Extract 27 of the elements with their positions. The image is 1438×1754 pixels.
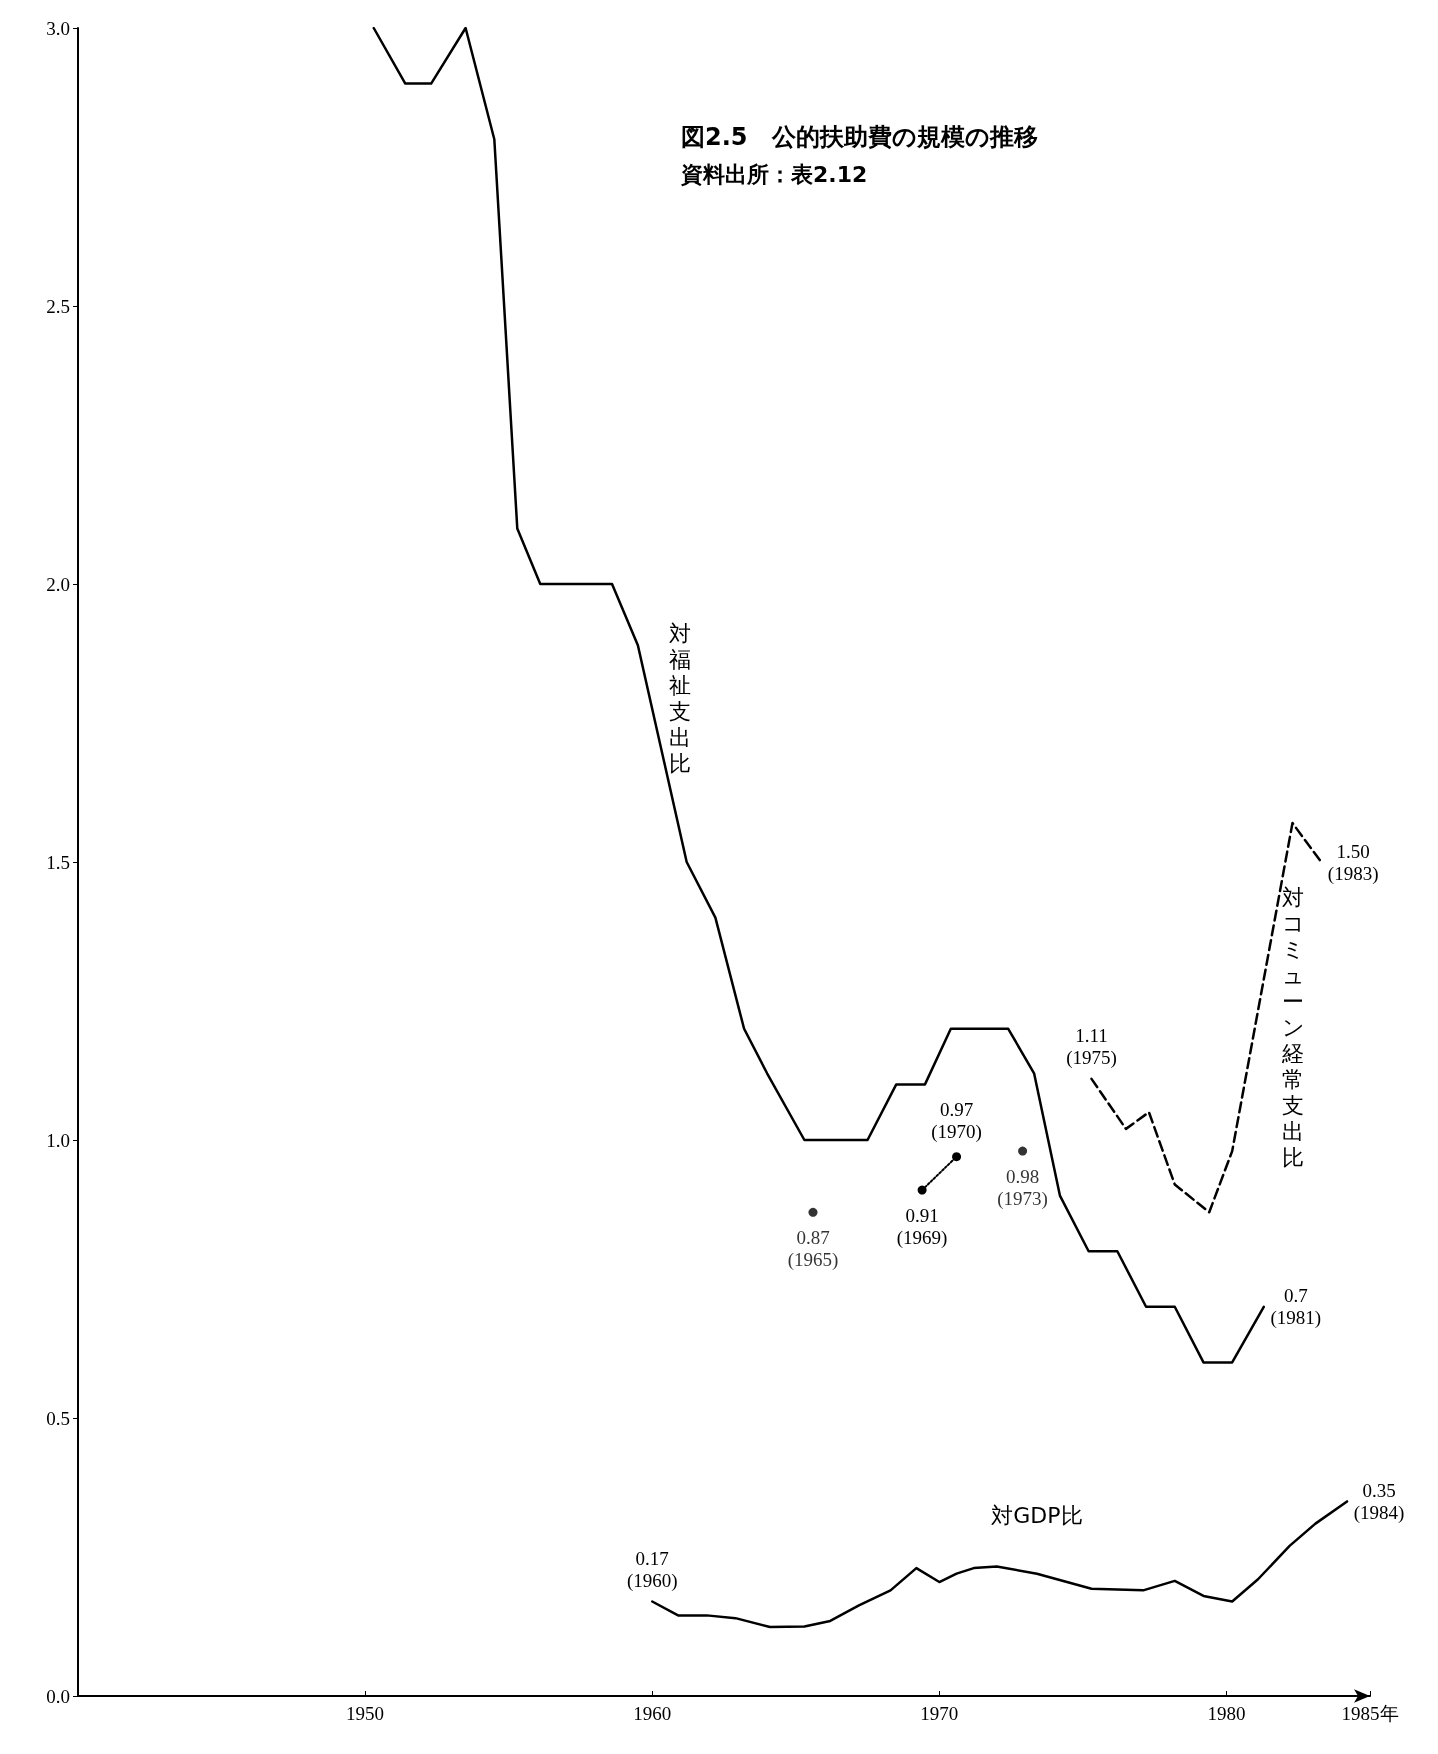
series-label: 対GDP比 xyxy=(991,1503,1083,1529)
y-tick-label: 0.5 xyxy=(46,1407,70,1429)
data-label: 0.98 (1973) xyxy=(997,1166,1048,1211)
y-tick-label: 3.0 xyxy=(46,17,70,39)
data-label: 0.35 (1984) xyxy=(1353,1479,1405,1524)
x-tick-label: 1980 xyxy=(1207,1703,1246,1724)
text: 資料出所：表2.12 xyxy=(680,161,868,187)
data-label: 1.50 (1983) xyxy=(1327,840,1379,885)
y-tick-label: 1.0 xyxy=(46,1129,70,1151)
series-label: 対福祉支出比 xyxy=(668,620,691,776)
data-label: 1.11 (1975) xyxy=(1066,1025,1117,1070)
data-label: 0.97 (1970) xyxy=(931,1098,982,1143)
y-tick-label: 2.5 xyxy=(46,295,70,317)
y-tick-label: 0.0 xyxy=(46,1685,70,1707)
x-tick-label: 1985年 xyxy=(1341,1703,1399,1724)
data-label: 0.17 (1960) xyxy=(626,1547,678,1592)
y-tick-label: 1.5 xyxy=(46,851,70,873)
x-tick-label: 1960 xyxy=(633,1703,672,1724)
x-tick-label: 1970 xyxy=(920,1703,959,1724)
data-label: 0.87 (1965) xyxy=(787,1227,839,1272)
text: 図2.5 公的扶助費の規模の推移 xyxy=(681,123,1038,151)
line-series xyxy=(372,26,1266,1364)
data-label: 0.91 (1969) xyxy=(896,1205,948,1250)
text: 対コミューン経常支出比 xyxy=(1281,884,1305,1170)
y-tick-label: 2.0 xyxy=(46,573,70,595)
x-tick-label: 1950 xyxy=(346,1703,385,1724)
data-label: 0.7 (1981) xyxy=(1270,1285,1322,1330)
